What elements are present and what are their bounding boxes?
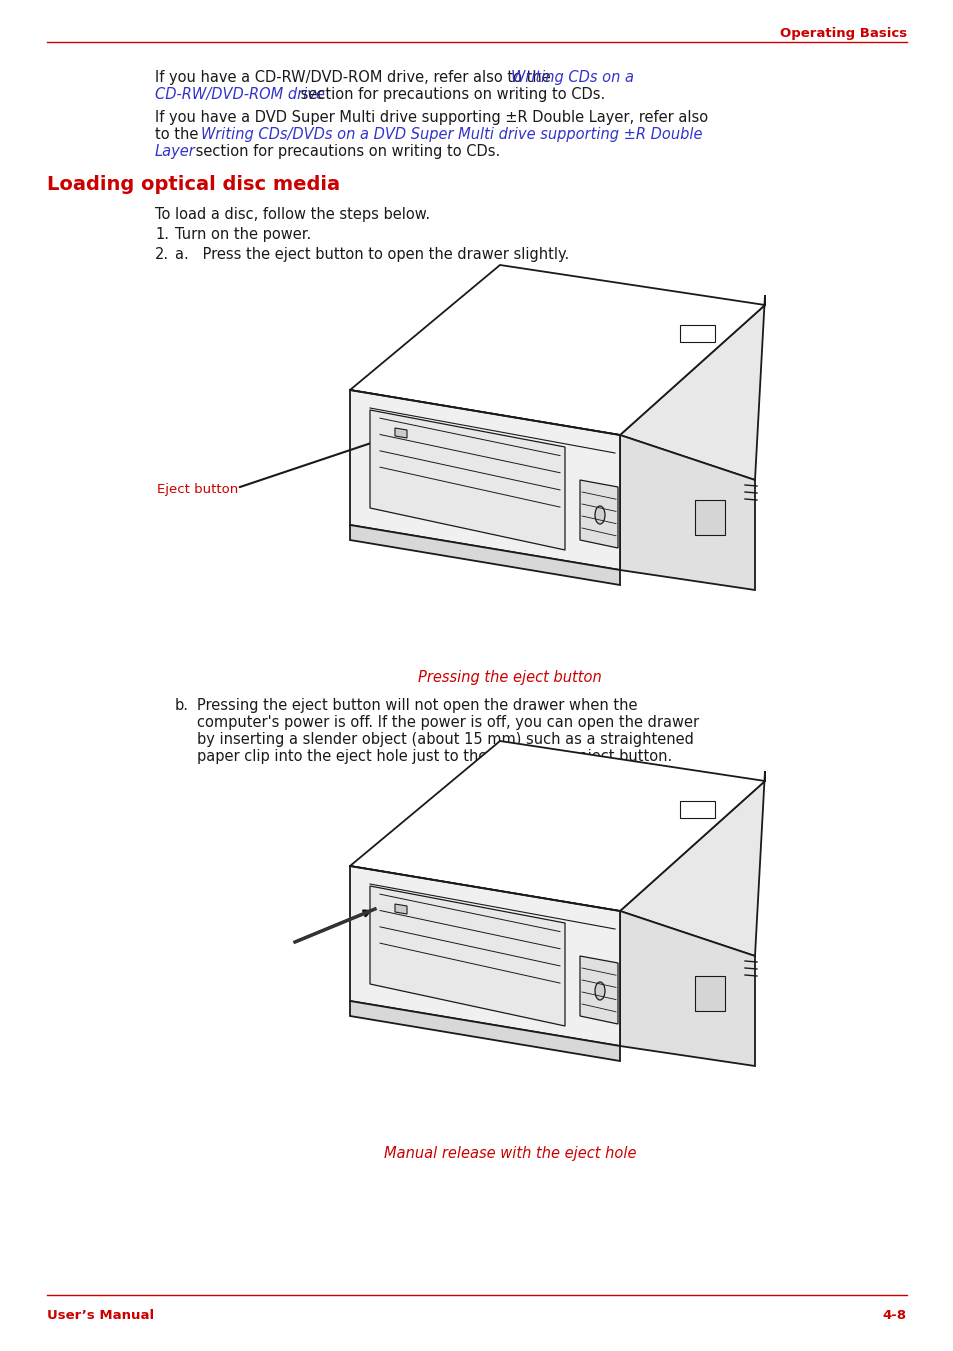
- Polygon shape: [579, 957, 618, 1024]
- Polygon shape: [619, 435, 754, 590]
- Polygon shape: [679, 801, 714, 817]
- Text: to the: to the: [154, 127, 203, 142]
- Text: Operating Basics: Operating Basics: [779, 27, 906, 41]
- Text: To load a disc, follow the steps below.: To load a disc, follow the steps below.: [154, 207, 430, 222]
- Text: paper clip into the eject hole just to the right of the eject button.: paper clip into the eject hole just to t…: [196, 748, 672, 765]
- Polygon shape: [619, 911, 754, 1066]
- Text: 1.: 1.: [154, 227, 169, 242]
- Text: CD-RW/DVD-ROM drive: CD-RW/DVD-ROM drive: [154, 86, 325, 101]
- Polygon shape: [350, 1001, 619, 1061]
- Text: computer's power is off. If the power is off, you can open the drawer: computer's power is off. If the power is…: [196, 715, 699, 730]
- Polygon shape: [695, 975, 724, 1011]
- Text: Pressing the eject button will not open the drawer when the: Pressing the eject button will not open …: [196, 698, 637, 713]
- Text: by inserting a slender object (about 15 mm) such as a straightened: by inserting a slender object (about 15 …: [196, 732, 693, 747]
- Text: 2.: 2.: [154, 247, 169, 262]
- Text: Loading optical disc media: Loading optical disc media: [47, 176, 340, 195]
- Polygon shape: [619, 295, 764, 480]
- Text: Writing CDs/DVDs on a DVD Super Multi drive supporting ±R Double: Writing CDs/DVDs on a DVD Super Multi dr…: [201, 127, 701, 142]
- Polygon shape: [619, 771, 764, 957]
- Polygon shape: [395, 428, 407, 438]
- Polygon shape: [395, 904, 407, 915]
- Text: section for precautions on writing to CDs.: section for precautions on writing to CD…: [191, 145, 499, 159]
- Polygon shape: [350, 866, 619, 1046]
- Text: User’s Manual: User’s Manual: [47, 1309, 154, 1323]
- Text: Manual release with the eject hole: Manual release with the eject hole: [383, 1146, 636, 1161]
- Text: a.   Press the eject button to open the drawer slightly.: a. Press the eject button to open the dr…: [174, 247, 569, 262]
- Text: Eject button: Eject button: [157, 484, 238, 496]
- Polygon shape: [370, 886, 564, 1025]
- Text: Turn on the power.: Turn on the power.: [174, 227, 311, 242]
- Polygon shape: [370, 409, 564, 550]
- Polygon shape: [679, 326, 714, 342]
- Polygon shape: [695, 500, 724, 535]
- Text: Layer: Layer: [154, 145, 195, 159]
- Text: Pressing the eject button: Pressing the eject button: [417, 670, 601, 685]
- Polygon shape: [350, 390, 619, 570]
- Polygon shape: [350, 265, 764, 435]
- Text: If you have a DVD Super Multi drive supporting ±R Double Layer, refer also: If you have a DVD Super Multi drive supp…: [154, 109, 707, 126]
- Ellipse shape: [595, 982, 604, 1000]
- Text: If you have a CD-RW/DVD-ROM drive, refer also to the: If you have a CD-RW/DVD-ROM drive, refer…: [154, 70, 555, 85]
- Text: b.: b.: [174, 698, 189, 713]
- Text: Writing CDs on a: Writing CDs on a: [511, 70, 634, 85]
- Text: 4-8: 4-8: [882, 1309, 906, 1323]
- Polygon shape: [350, 740, 764, 911]
- Text: section for precautions on writing to CDs.: section for precautions on writing to CD…: [295, 86, 604, 101]
- Ellipse shape: [595, 507, 604, 524]
- Polygon shape: [350, 526, 619, 585]
- Polygon shape: [579, 480, 618, 549]
